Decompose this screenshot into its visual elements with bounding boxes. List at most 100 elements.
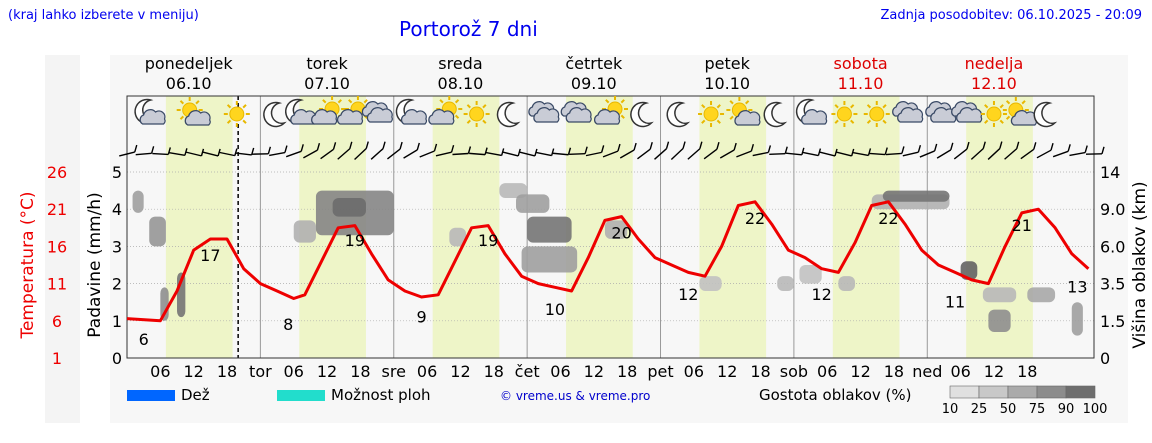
precip-axis-title: Padavine (mm/h) bbox=[85, 192, 105, 337]
cloud-patch bbox=[521, 246, 578, 273]
day-name: ponedeljek bbox=[145, 54, 234, 73]
cloud-patch bbox=[499, 183, 528, 199]
daylight-band bbox=[699, 96, 767, 358]
cloud-patch bbox=[799, 265, 822, 284]
day-date: 12.10 bbox=[971, 74, 1017, 93]
hour-tick-label: 06 bbox=[417, 362, 437, 381]
density-swatch bbox=[1036, 385, 1067, 399]
temperature-label: 22 bbox=[878, 209, 898, 228]
density-swatch bbox=[1007, 385, 1038, 399]
moon-cloud-icon bbox=[795, 98, 828, 125]
cloud-patch bbox=[838, 276, 856, 292]
rain-legend-label: Dež bbox=[181, 386, 210, 404]
cloud-icon bbox=[892, 101, 924, 123]
plot-frame bbox=[126, 95, 1095, 359]
day-abbr-label: ned bbox=[912, 362, 942, 381]
sun-cloud-icon bbox=[176, 97, 211, 126]
temperature-label: 13 bbox=[1067, 278, 1087, 297]
day-abbr-label: tor bbox=[249, 362, 272, 381]
hour-tick-label: 12 bbox=[184, 362, 204, 381]
day-name: sreda bbox=[438, 54, 482, 73]
cloud-patch bbox=[988, 309, 1011, 332]
showers-legend-label: Možnost ploh bbox=[331, 386, 431, 404]
cloud-patch bbox=[699, 276, 722, 292]
density-tick-label: 10 bbox=[942, 402, 959, 417]
day-name: torek bbox=[306, 54, 348, 73]
density-swatch bbox=[978, 385, 1009, 399]
hour-tick-label: 12 bbox=[717, 362, 737, 381]
rain-legend-swatch bbox=[127, 390, 175, 401]
precip-tick-label: 4 bbox=[112, 200, 122, 219]
hour-tick-label: 12 bbox=[450, 362, 470, 381]
density-tick-label: 50 bbox=[1000, 402, 1017, 417]
cloud-patch bbox=[132, 190, 144, 213]
temperature-tick-label: 6 bbox=[52, 312, 62, 331]
cloud-height-tick-label: 6.0 bbox=[1100, 237, 1125, 256]
cloud-height-axis-title: Višina oblakov (km) bbox=[1130, 181, 1150, 348]
cloud-sun-icon bbox=[336, 96, 371, 125]
cloud-sun-icon bbox=[428, 96, 463, 125]
sun-icon bbox=[698, 101, 725, 127]
day-name: nedelja bbox=[965, 54, 1024, 73]
day-abbr-label: sre bbox=[382, 362, 406, 381]
hour-tick-label: 06 bbox=[284, 362, 304, 381]
cloud-patch bbox=[982, 287, 1017, 303]
moon-icon bbox=[630, 101, 654, 128]
cloud-height-tick-label: 14 bbox=[1100, 163, 1120, 182]
cloud-patch bbox=[777, 276, 794, 292]
hour-tick-label: 18 bbox=[484, 362, 504, 381]
density-swatch bbox=[949, 385, 980, 399]
moon-icon bbox=[263, 101, 287, 128]
hour-tick-label: 18 bbox=[617, 362, 637, 381]
precip-tick-label: 0 bbox=[112, 349, 122, 368]
cloud-patch bbox=[1027, 287, 1056, 303]
cloud-height-tick-label: 0 bbox=[1100, 349, 1110, 368]
temperature-label: 8 bbox=[283, 315, 293, 334]
precip-tick-label: 2 bbox=[112, 275, 122, 294]
cloud-sun-icon bbox=[593, 96, 628, 125]
temperature-label: 20 bbox=[611, 224, 631, 243]
cloud-icon bbox=[951, 101, 983, 123]
temperature-tick-label: 26 bbox=[47, 163, 67, 182]
temperature-label: 12 bbox=[678, 285, 698, 304]
sun-cloud-icon bbox=[1002, 97, 1037, 126]
temperature-label: 6 bbox=[139, 330, 149, 349]
temperature-tick-label: 16 bbox=[47, 237, 67, 256]
credit-link[interactable]: © vreme.us & vreme.pro bbox=[500, 389, 651, 403]
moon-icon bbox=[763, 101, 788, 128]
density-tick-label: 100 bbox=[1083, 402, 1108, 417]
moon-icon bbox=[1033, 101, 1058, 128]
precip-tick-label: 3 bbox=[112, 237, 122, 256]
density-tick-label: 75 bbox=[1029, 402, 1046, 417]
precip-tick-label: 5 bbox=[112, 163, 122, 182]
hour-tick-label: 18 bbox=[750, 362, 770, 381]
temperature-label: 12 bbox=[812, 285, 832, 304]
cloud-patch bbox=[332, 198, 366, 217]
day-abbr-label: čet bbox=[515, 362, 540, 381]
cloud-sun-icon bbox=[311, 96, 346, 125]
cloud-height-tick-label: 3.5 bbox=[1100, 275, 1125, 294]
day-name: sobota bbox=[834, 54, 888, 73]
region-note[interactable]: (kraj lahko izberete v meniju) bbox=[8, 8, 199, 23]
cloud-patch bbox=[293, 220, 316, 243]
day-abbr-label: pet bbox=[647, 362, 673, 381]
temperature-line bbox=[126, 200, 1090, 323]
hour-tick-label: 18 bbox=[1017, 362, 1037, 381]
density-swatch bbox=[1065, 385, 1096, 399]
temperature-label: 19 bbox=[345, 231, 365, 250]
left-axis-band bbox=[45, 55, 80, 423]
cloud-density-legend-label: Gostota oblakov (%) bbox=[759, 386, 912, 404]
hour-tick-label: 06 bbox=[150, 362, 170, 381]
hour-tick-label: 12 bbox=[584, 362, 604, 381]
day-name: petek bbox=[705, 54, 751, 73]
hour-tick-label: 12 bbox=[850, 362, 870, 381]
hour-tick-label: 18 bbox=[884, 362, 904, 381]
cloud-patch bbox=[527, 216, 572, 243]
daylight-band bbox=[832, 96, 900, 358]
density-tick-label: 90 bbox=[1058, 402, 1075, 417]
day-date: 10.10 bbox=[704, 74, 750, 93]
temperature-tick-label: 1 bbox=[52, 349, 62, 368]
hour-tick-label: 06 bbox=[550, 362, 570, 381]
moon-icon bbox=[666, 101, 691, 128]
